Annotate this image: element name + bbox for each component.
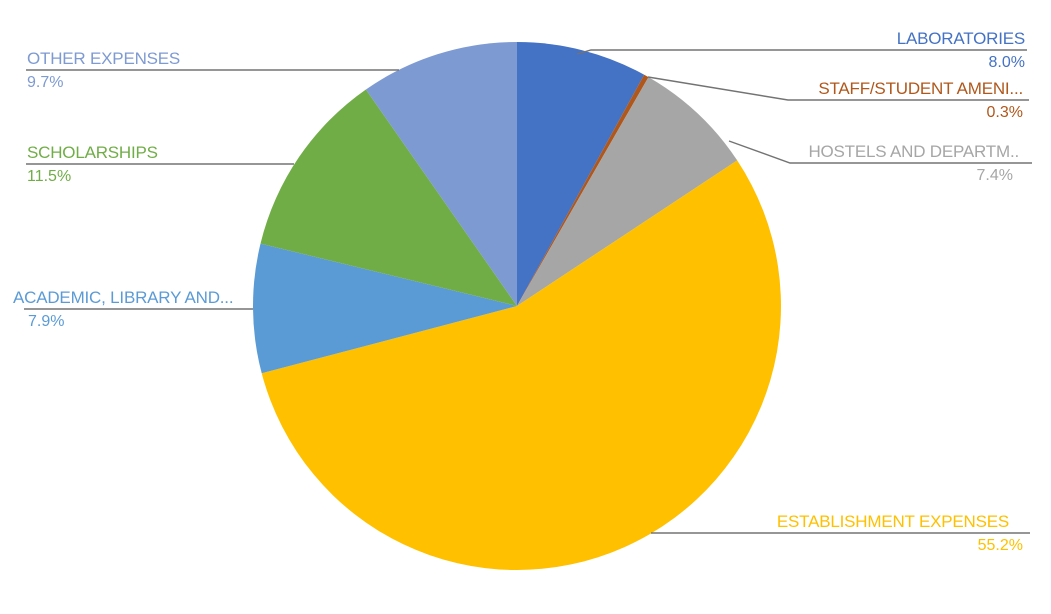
pie-slice-4[interactable] <box>252 243 518 374</box>
slice-pct-5: 11.5% <box>27 168 72 185</box>
pie-slice-1[interactable] <box>517 74 649 306</box>
leader-line-2 <box>728 140 1032 164</box>
slice-pct-2: 7.4% <box>976 167 1013 184</box>
slice-label-3: ESTABLISHMENT EXPENSES <box>776 512 1009 531</box>
slice-label-0: LABORATORIES <box>896 29 1025 48</box>
slice-pct-1: 0.3% <box>986 104 1023 121</box>
leader-line-1 <box>647 76 1029 101</box>
pie-slice-5[interactable] <box>260 89 518 307</box>
pie-slice-2[interactable] <box>517 77 738 306</box>
slice-label-1: STAFF/STUDENT AMENI... <box>818 79 1023 98</box>
pie-slice-0[interactable] <box>517 42 645 306</box>
slice-label-6: OTHER EXPENSES <box>27 49 181 68</box>
leader-line-0 <box>576 49 1027 55</box>
slice-pct-3: 55.2% <box>977 537 1023 554</box>
slice-label-2: HOSTELS AND DEPARTM.. <box>808 142 1019 161</box>
slice-label-4: ACADEMIC, LIBRARY AND... <box>13 288 234 307</box>
slice-label-5: SCHOLARSHIPS <box>27 143 158 162</box>
pie-slice-3[interactable] <box>261 160 781 570</box>
slice-pct-6: 9.7% <box>27 74 64 91</box>
slice-pct-0: 8.0% <box>988 54 1025 71</box>
pie-slice-6[interactable] <box>365 42 517 306</box>
slice-pct-4: 7.9% <box>28 313 65 330</box>
